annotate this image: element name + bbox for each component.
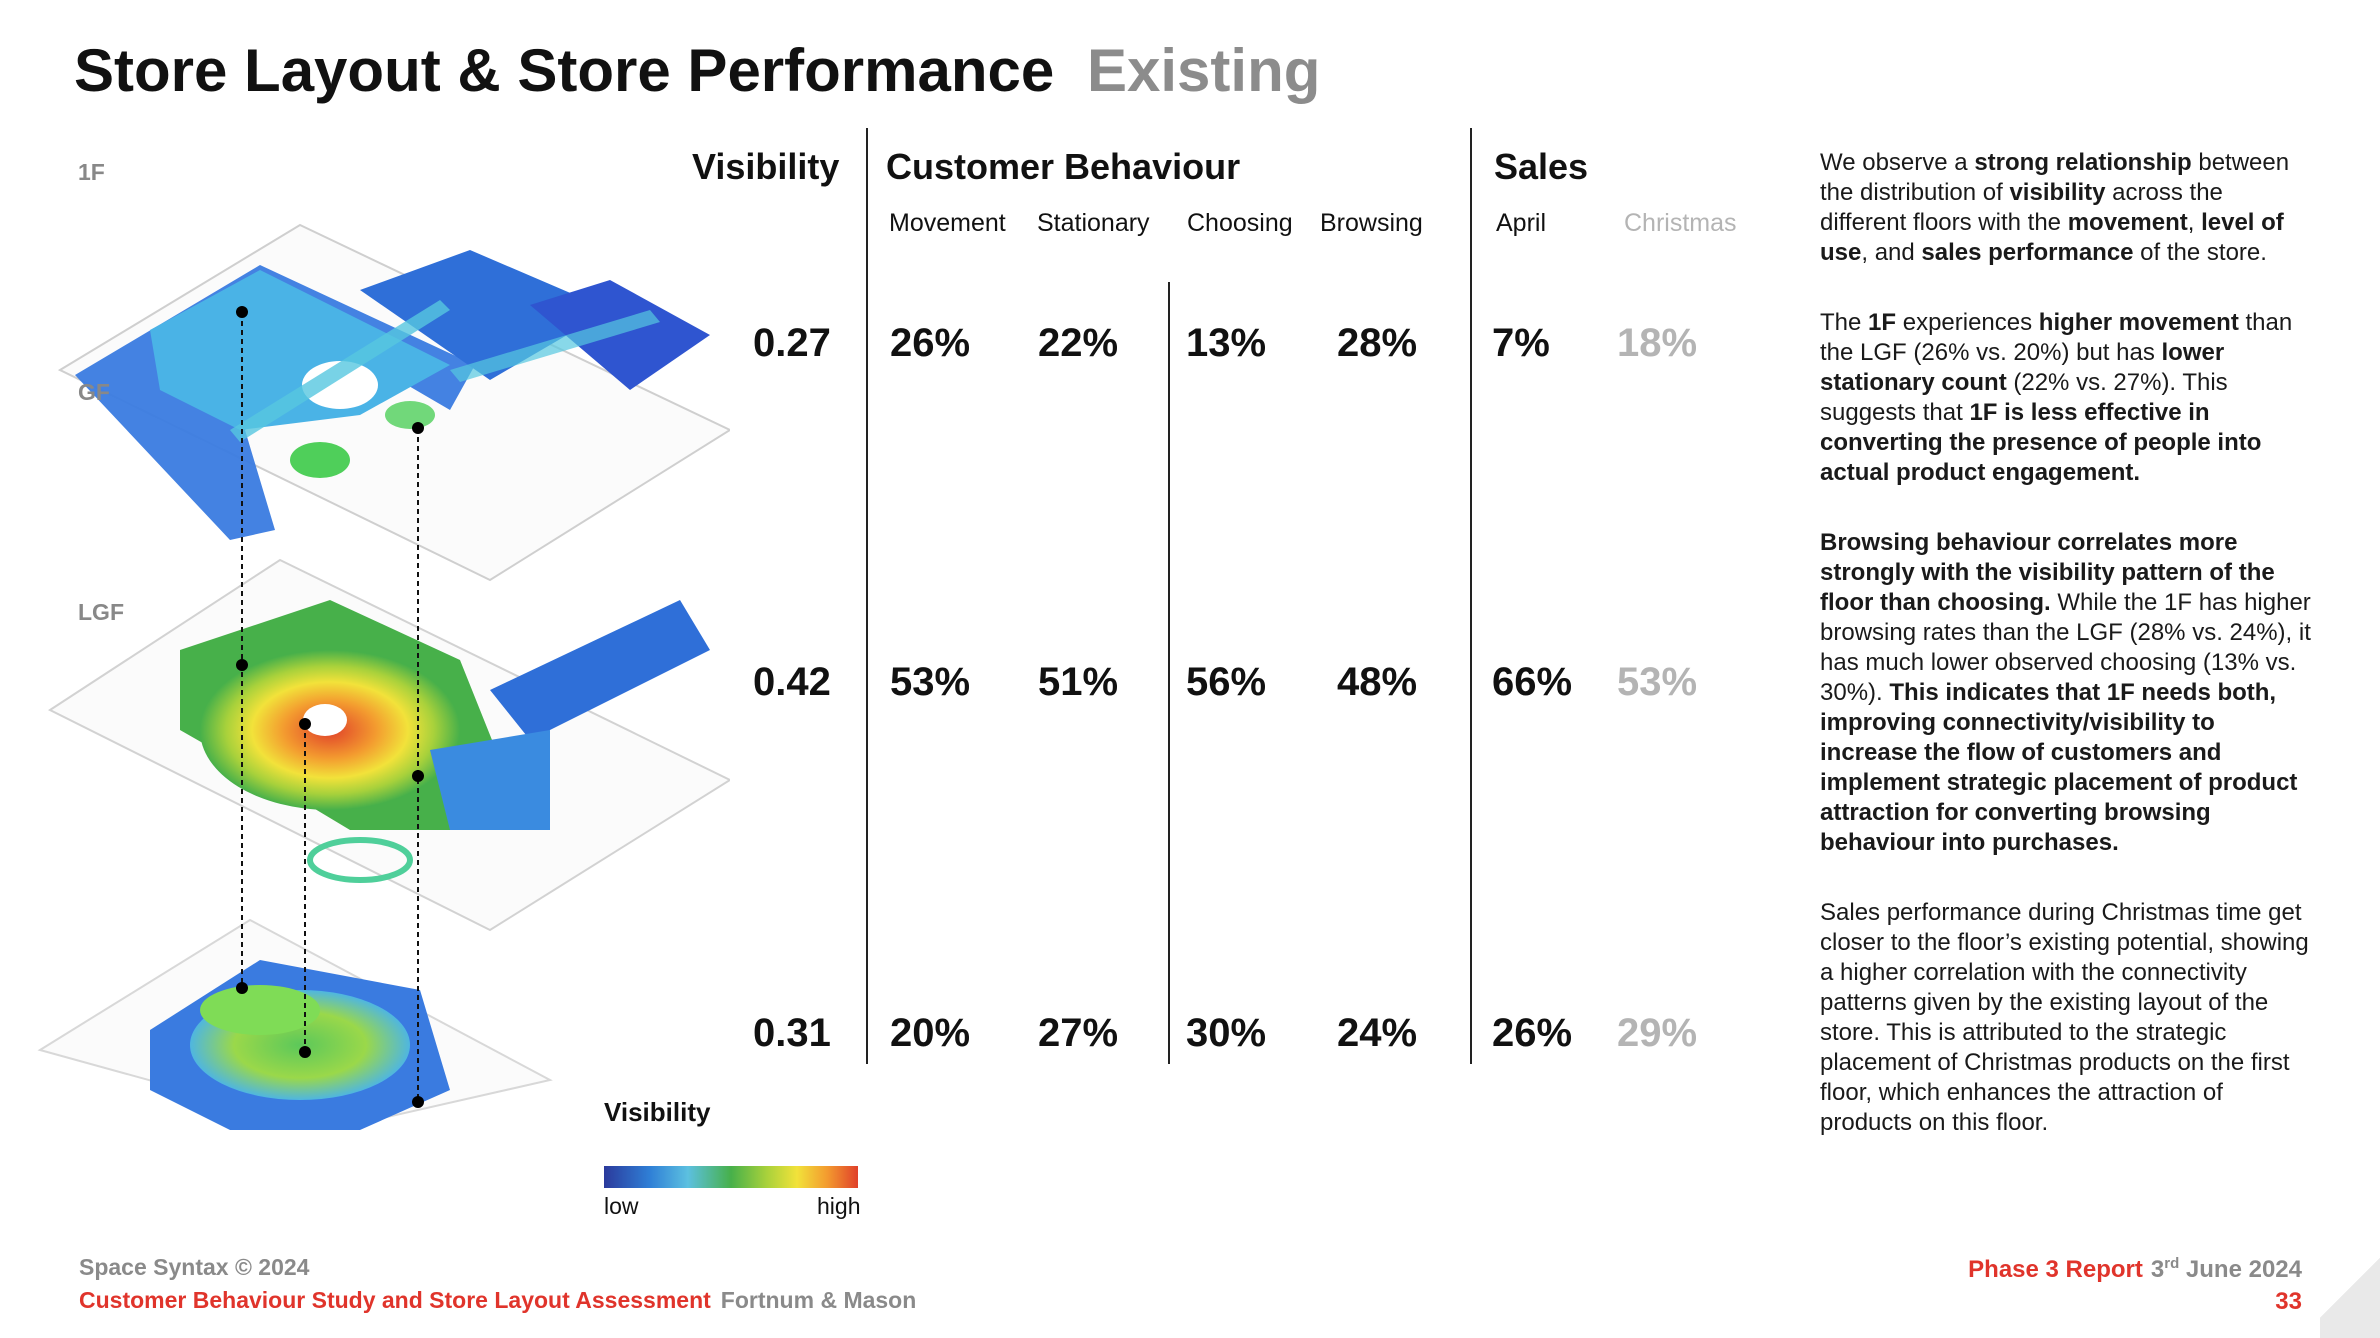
browsing-subheader: Browsing [1320, 209, 1423, 237]
page-title: Store Layout & Store Performance [74, 37, 1055, 104]
vertical-connectors [241, 312, 419, 1102]
commentary-paragraph-2: The 1F experiences higher movement than … [1820, 308, 2315, 488]
floor-plans-illustration: 1F GF LGF [37, 159, 730, 1130]
christmas-value-lgf: 29% [1617, 1011, 1698, 1055]
text-run: , [2187, 209, 2202, 236]
footer-study-title: Customer Behaviour Study and Store Layou… [79, 1287, 916, 1314]
april-value-lgf: 26% [1492, 1011, 1573, 1055]
text-run: The [1820, 309, 1869, 336]
separator-line [1470, 128, 1472, 1064]
browsing-value-gf: 48% [1337, 660, 1418, 704]
customer-behaviour-header: Customer Behaviour [886, 146, 1241, 187]
commentary-paragraph-4: Sales performance during Christmas time … [1820, 898, 2315, 1138]
footer-study: Customer Behaviour Study and Store Layou… [79, 1287, 711, 1313]
bold-text-run: 1F is less effective in converting the p… [1820, 399, 2262, 486]
visibility-value-lgf: 0.31 [753, 1011, 831, 1055]
bold-text-run: Browsing behaviour correlates more stron… [1820, 529, 2275, 616]
choosing-value-1f: 13% [1186, 321, 1267, 365]
legend-title: Visibility [604, 1097, 711, 1127]
floor-label-lgf: LGF [78, 599, 124, 625]
legend-high-label: high [817, 1193, 861, 1219]
text-run: than the LGF (26% vs. 20%) but has [1820, 309, 2293, 366]
christmas-subheader: Christmas [1624, 209, 1737, 237]
movement-value-1f: 26% [890, 321, 971, 365]
christmas-value-gf: 53% [1617, 660, 1698, 704]
sales-header: Sales [1494, 146, 1589, 187]
bold-text-run: visibility [2009, 179, 2106, 206]
text-run: Sales performance during Christmas time … [1820, 899, 2309, 1136]
text-run: (22% vs. 27%). This suggests that [1820, 369, 2228, 426]
connector-dots [236, 306, 424, 1108]
text-run: between the distribution of [1820, 149, 2290, 206]
page-subtitle: Existing [1087, 37, 1321, 104]
browsing-value-lgf: 24% [1337, 1011, 1418, 1055]
text-run: We observe a [1820, 149, 1975, 176]
stationary-value-lgf: 27% [1038, 1011, 1119, 1055]
commentary-panel: We observe a strong relationship between… [1820, 148, 2315, 1178]
bold-text-run: This indicates that 1F needs both, impro… [1820, 679, 2298, 856]
movement-value-lgf: 20% [890, 1011, 971, 1055]
bold-text-run: movement [2067, 209, 2188, 236]
text-run: across the different floors with the [1820, 179, 2223, 236]
visibility-value-1f: 0.27 [753, 321, 831, 365]
plan-lgf: LGF [37, 599, 553, 1130]
bold-text-run: sales performance [1921, 239, 2134, 266]
separator-line [866, 128, 868, 1064]
christmas-value-1f: 18% [1617, 321, 1698, 365]
page-curl-decoration [2320, 1238, 2380, 1338]
separator-line [1168, 282, 1170, 1064]
plan-1f: 1F [57, 159, 730, 582]
bold-text-run: 1F [1868, 309, 1897, 336]
text-run: , and [1861, 239, 1922, 266]
movement-subheader: Movement [889, 209, 1006, 237]
text-run: experiences [1896, 309, 2039, 336]
choosing-value-gf: 56% [1186, 660, 1267, 704]
april-value-1f: 7% [1492, 321, 1550, 365]
floor-label-gf: GF [78, 379, 110, 405]
page-number: 33 [2275, 1288, 2302, 1315]
footer-copyright: Space Syntax © 2024 [79, 1254, 310, 1280]
text-run: of the store. [2133, 239, 2267, 266]
visibility-color-scale [604, 1166, 858, 1188]
bold-text-run: higher movement [2038, 309, 2239, 336]
footer-client: Fortnum & Mason [720, 1287, 917, 1313]
stationary-subheader: Stationary [1037, 209, 1150, 237]
movement-value-gf: 53% [890, 660, 971, 704]
visibility-value-gf: 0.42 [753, 660, 831, 704]
stationary-value-gf: 51% [1038, 660, 1119, 704]
commentary-paragraph-1: We observe a strong relationship between… [1820, 148, 2315, 268]
bold-text-run: strong relationship [1974, 149, 2192, 176]
stationary-value-1f: 22% [1038, 321, 1119, 365]
visibility-header: Visibility [692, 146, 840, 187]
legend-low-label: low [604, 1193, 639, 1219]
browsing-value-1f: 28% [1337, 321, 1418, 365]
bold-text-run: lower stationary count [1820, 339, 2225, 396]
footer-date: 3rd June 2024 [2150, 1255, 2302, 1283]
footer-report: Phase 3 Report 3rd June 2024 [1968, 1255, 2302, 1284]
choosing-value-lgf: 30% [1186, 1011, 1267, 1055]
text-run: While the 1F has higher browsing rates t… [1820, 589, 2311, 706]
april-subheader: April [1496, 209, 1547, 237]
footer-report-name: Phase 3 Report [1968, 1256, 2143, 1283]
floor-label-1f: 1F [78, 159, 105, 185]
april-value-gf: 66% [1492, 660, 1573, 704]
bold-text-run: level of use [1820, 209, 2284, 266]
plan-gf: GF [47, 379, 730, 932]
commentary-paragraph-3: Browsing behaviour correlates more stron… [1820, 528, 2315, 858]
choosing-subheader: Choosing [1187, 209, 1293, 237]
